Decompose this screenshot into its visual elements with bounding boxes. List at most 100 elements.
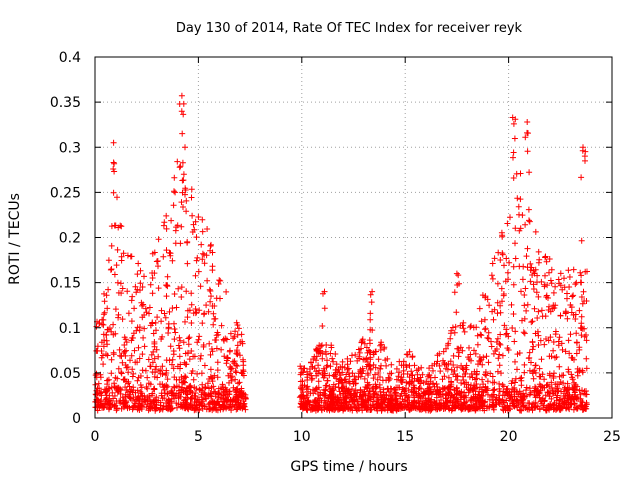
y-tick-label: 0.1 <box>59 321 81 337</box>
data-point <box>151 339 158 345</box>
data-point <box>172 189 179 196</box>
data-point <box>514 351 521 358</box>
data-point <box>576 368 583 375</box>
data-point <box>319 355 326 362</box>
data-point <box>311 387 318 394</box>
data-point <box>114 194 120 201</box>
data-point <box>430 367 436 374</box>
data-point <box>532 330 539 337</box>
data-point <box>178 386 185 393</box>
data-point <box>370 361 377 368</box>
data-point <box>213 345 220 352</box>
data-point <box>526 169 533 176</box>
data-point <box>139 314 146 321</box>
data-point <box>578 272 585 279</box>
data-point <box>494 280 501 287</box>
data-point <box>347 391 354 398</box>
data-point <box>324 404 331 411</box>
data-point <box>148 400 155 407</box>
data-point <box>131 305 138 312</box>
data-point <box>138 390 145 397</box>
data-point <box>364 379 371 386</box>
data-point <box>365 397 372 404</box>
data-point <box>338 377 345 384</box>
data-point <box>330 394 337 401</box>
data-point <box>132 283 139 290</box>
data-point <box>494 335 501 342</box>
data-point <box>236 379 243 386</box>
data-point <box>386 389 392 395</box>
data-point <box>526 405 533 412</box>
data-point <box>530 286 537 292</box>
data-point <box>144 401 151 408</box>
data-point <box>507 214 513 221</box>
data-point <box>548 353 555 360</box>
data-point <box>506 259 513 266</box>
data-point <box>140 334 147 341</box>
data-point <box>106 406 112 413</box>
data-point <box>360 392 367 399</box>
data-point <box>384 385 391 392</box>
data-point <box>564 290 570 297</box>
data-point <box>485 335 492 342</box>
data-point <box>485 359 492 366</box>
data-point <box>169 305 176 312</box>
data-point <box>125 310 132 317</box>
data-point <box>110 139 117 146</box>
data-point <box>146 310 152 317</box>
data-point <box>168 217 175 224</box>
data-point <box>141 273 147 280</box>
data-point <box>496 340 503 347</box>
data-point <box>176 334 183 341</box>
data-point <box>204 380 211 387</box>
data-point <box>118 253 125 260</box>
data-point <box>526 349 533 356</box>
data-point <box>120 401 127 408</box>
data-point <box>234 349 240 355</box>
data-point <box>205 401 212 408</box>
data-point <box>546 372 553 379</box>
data-point <box>546 404 553 411</box>
data-point <box>233 369 240 376</box>
data-point <box>444 342 451 349</box>
data-point <box>583 355 590 362</box>
data-point <box>490 316 497 323</box>
data-point <box>142 305 149 312</box>
data-point <box>182 373 188 380</box>
data-point <box>167 343 174 350</box>
data-point <box>150 386 157 393</box>
data-point <box>170 365 177 372</box>
data-point <box>342 393 349 400</box>
data-point <box>203 302 210 309</box>
data-point <box>557 379 564 385</box>
data-point <box>209 348 216 355</box>
data-point <box>535 342 542 348</box>
data-point <box>124 288 131 295</box>
data-point <box>509 397 516 404</box>
data-point <box>149 390 156 397</box>
data-point <box>461 371 468 377</box>
data-point <box>536 381 543 388</box>
data-point <box>437 402 444 409</box>
data-point <box>342 376 349 383</box>
data-point <box>344 361 351 368</box>
data-point <box>481 326 488 333</box>
data-point <box>522 285 529 292</box>
data-point <box>471 395 478 402</box>
data-point <box>547 277 554 284</box>
x-tick-label: 5 <box>194 429 203 445</box>
data-point <box>198 241 205 248</box>
data-point <box>155 236 162 243</box>
data-point <box>169 392 176 399</box>
data-point <box>520 403 527 410</box>
data-point <box>514 404 521 411</box>
data-point <box>206 340 213 347</box>
data-point <box>579 387 585 394</box>
data-point <box>410 392 417 399</box>
data-point <box>120 376 127 383</box>
data-point <box>484 334 491 341</box>
data-point <box>512 116 519 123</box>
data-point <box>519 276 526 283</box>
data-point <box>458 388 465 395</box>
data-point <box>135 374 142 381</box>
